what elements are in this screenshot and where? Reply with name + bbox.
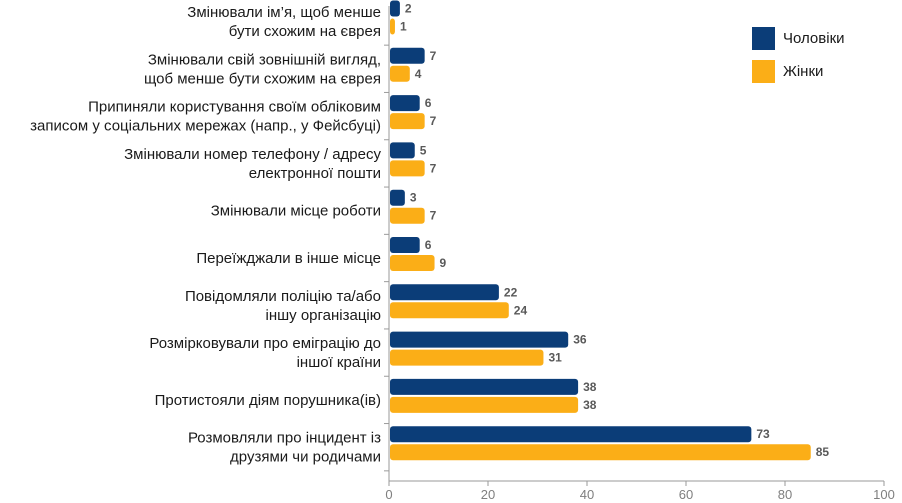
data-label: 7 xyxy=(430,49,437,63)
category-label: Протистояли діям порушника(ів) xyxy=(155,392,381,409)
data-label: 3 xyxy=(410,191,417,205)
bar-men xyxy=(390,237,420,253)
category-label: електронної пошти xyxy=(249,165,381,182)
bar-women xyxy=(390,65,410,82)
data-label: 1 xyxy=(400,20,407,34)
x-tick-label: 40 xyxy=(580,487,594,502)
bar-men xyxy=(390,284,499,301)
bar-men xyxy=(390,47,425,64)
data-label: 2 xyxy=(405,2,412,16)
category-label: друзями чи родичами xyxy=(230,449,381,466)
labels-layer: 2 1 Змінювали ім’я, щоб менше бути схожим н… xyxy=(30,2,829,466)
data-label: 22 xyxy=(504,285,518,299)
data-label: 36 xyxy=(573,333,587,347)
x-tick-label: 0 xyxy=(385,487,392,502)
bar-women xyxy=(390,396,579,413)
category-label: Повідомляли поліцію та/або xyxy=(185,288,381,305)
bar-men xyxy=(390,142,415,159)
x-tick-label: 20 xyxy=(481,487,495,502)
category-label: Змінювали свій зовнішній вигляд, xyxy=(148,51,381,68)
category-label: Припиняли користування своїм обліковим xyxy=(88,99,381,116)
bar-men xyxy=(390,95,420,112)
bar-men xyxy=(390,426,752,443)
x-tick-label: 100 xyxy=(873,487,895,502)
bar-women xyxy=(390,349,544,366)
data-label: 5 xyxy=(420,143,427,157)
x-tick-label: 60 xyxy=(679,487,693,502)
data-label: 73 xyxy=(756,427,770,441)
category-label: іншої країни xyxy=(297,354,381,371)
category-label: Змінювали номер телефону / адресу xyxy=(124,146,381,163)
data-label: 24 xyxy=(514,303,528,317)
bar-women xyxy=(390,207,425,224)
axis-layer: 0 20 40 60 80 100 xyxy=(384,6,895,502)
category-label: щоб менше бути схожим на єврея xyxy=(144,70,381,87)
legend-swatch-men xyxy=(752,27,775,50)
data-label: 31 xyxy=(548,351,562,365)
bar-women xyxy=(390,160,425,177)
category-label: бути схожим на єврея xyxy=(229,23,381,40)
bar-men xyxy=(390,0,400,17)
bar-women xyxy=(390,18,395,35)
category-label: записом у соціальних мережах (напр., у Ф… xyxy=(30,118,381,135)
data-label: 7 xyxy=(430,161,437,175)
data-label: 4 xyxy=(415,67,422,81)
bars-layer xyxy=(390,0,811,461)
bar-women xyxy=(390,255,435,271)
category-label: Змінювали ім’я, щоб менше xyxy=(187,4,381,21)
data-label: 38 xyxy=(583,398,597,412)
data-label: 85 xyxy=(816,445,830,459)
legend: Чоловіки Жінки xyxy=(752,27,845,83)
bar-women xyxy=(390,444,811,461)
category-label: Змінювали місце роботи xyxy=(211,203,381,220)
data-label: 7 xyxy=(430,114,437,128)
bar-women xyxy=(390,302,509,319)
category-label: Переїжджали в інше місце xyxy=(196,250,381,267)
data-label: 6 xyxy=(425,238,432,252)
category-label: іншу організацію xyxy=(266,307,382,324)
bar-men xyxy=(390,378,579,395)
data-label: 7 xyxy=(430,209,437,223)
legend-swatch-women xyxy=(752,60,775,83)
bar-men xyxy=(390,189,405,206)
bar-women xyxy=(390,113,425,130)
legend-label: Чоловіки xyxy=(783,30,845,47)
data-label: 6 xyxy=(425,96,432,110)
bar-men xyxy=(390,331,569,348)
data-label: 9 xyxy=(440,256,447,270)
data-label: 38 xyxy=(583,380,597,394)
legend-label: Жінки xyxy=(783,63,823,80)
category-label: Розмовляли про інцидент із xyxy=(188,430,381,447)
category-label: Розмірковували про еміграцію до xyxy=(149,335,381,352)
x-tick-label: 80 xyxy=(778,487,792,502)
